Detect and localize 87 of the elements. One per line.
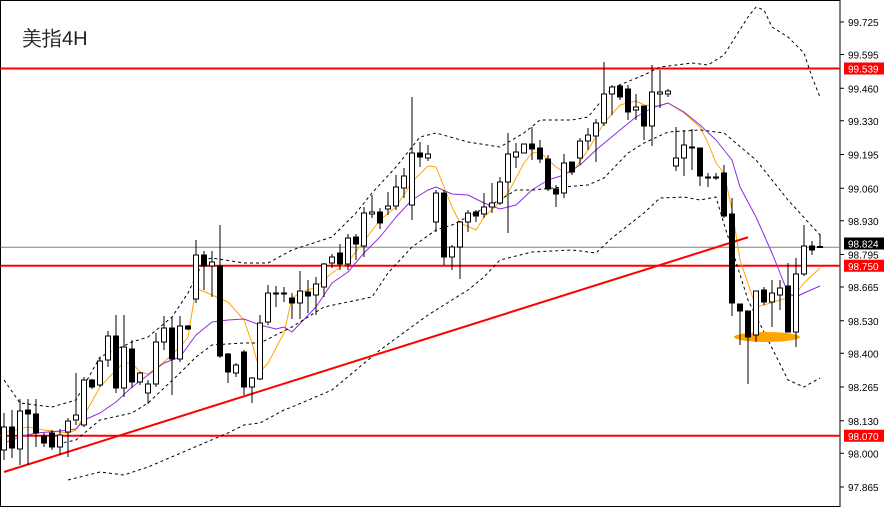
y-tick-label: 99.460: [848, 84, 879, 96]
candlestick: [681, 130, 687, 176]
y-tick-label: 98.795: [848, 250, 879, 262]
y-tick-label: 99.595: [848, 50, 879, 62]
candlestick: [313, 276, 319, 316]
candlestick: [513, 142, 519, 168]
candlestick: [33, 398, 39, 448]
candlestick: [673, 126, 679, 172]
title: 美指4H: [22, 28, 88, 50]
candlestick: [633, 94, 639, 120]
candlestick: [657, 70, 663, 108]
y-tick-label: 98.000: [848, 449, 879, 460]
candlestick: [377, 208, 383, 230]
candlestick: [369, 194, 375, 218]
candlestick: [385, 192, 391, 216]
candlestick: [617, 84, 623, 100]
candlestick: [1, 412, 7, 460]
ref-label: 98.750: [848, 262, 879, 273]
y-tick-label: 98.665: [848, 283, 879, 294]
candlestick: [137, 372, 143, 386]
y-tick-label: 98.530: [848, 316, 879, 328]
candlestick: [49, 430, 55, 450]
candlestick: [705, 172, 711, 188]
candlestick: [353, 234, 359, 260]
candlestick: [761, 286, 767, 306]
candlestick: [401, 168, 407, 198]
candlestick: [537, 140, 543, 164]
candlestick: [225, 352, 231, 384]
ref-label: 99.539: [848, 64, 879, 76]
candlestick: [497, 176, 503, 206]
y-tick-label: 97.865: [848, 483, 879, 494]
candlestick: [337, 244, 343, 270]
candlestick: [57, 428, 63, 456]
candlestick: [449, 244, 455, 270]
candlestick: [417, 142, 423, 168]
candlestick: [297, 270, 303, 320]
candlestick: [321, 262, 327, 298]
candlestick: [593, 118, 599, 162]
y-tick-label: 98.130: [848, 416, 879, 428]
candlestick: [625, 84, 631, 120]
ref-label: 98.824: [848, 240, 879, 250]
candlestick: [329, 254, 335, 268]
y-tick-label: 99.060: [848, 184, 879, 196]
y-tick-label: 99.195: [848, 150, 879, 162]
candlestick: [209, 250, 215, 298]
y-tick-label: 98.400: [848, 349, 879, 360]
candlestick: [65, 418, 71, 458]
candlestick: [73, 372, 79, 426]
candlestick: [489, 182, 495, 214]
candlestick: [641, 106, 647, 140]
candlestick: [281, 286, 287, 302]
candlestick: [393, 174, 399, 210]
y-tick-label: 99.330: [848, 116, 879, 128]
candlestick: [97, 356, 103, 388]
candlestick: [737, 304, 743, 346]
candlestick: [777, 280, 783, 310]
candlestick: [809, 240, 815, 256]
candlestick: [273, 286, 279, 308]
candlestick: [161, 316, 167, 350]
candlestick: [105, 330, 111, 368]
candlestick: [529, 126, 535, 160]
candlestick: [481, 192, 487, 218]
candlestick: [9, 410, 15, 458]
candlestick: [609, 84, 615, 116]
y-tick-label: 98.265: [848, 383, 879, 394]
candlestick: [289, 292, 295, 320]
candlestick: [577, 138, 583, 166]
candlestick: [817, 234, 823, 248]
y-tick-label: 99.725: [848, 18, 879, 29]
candlestick: [553, 184, 559, 208]
candlestick: [249, 376, 255, 404]
candlestick: [145, 380, 151, 404]
candlestick: [89, 378, 95, 390]
candlestick: [689, 128, 695, 170]
candlestick: [585, 128, 591, 150]
candlestick: [25, 398, 31, 466]
y-tick-label: 98.930: [848, 216, 879, 228]
candlestick: [473, 210, 479, 222]
candlestick: [769, 280, 775, 328]
candlestick: [305, 280, 311, 314]
ref-label: 98.070: [848, 432, 879, 443]
candlestick: [41, 432, 47, 448]
candlestick: [201, 250, 207, 290]
candlestick: [233, 362, 239, 378]
candlestick: [569, 162, 575, 176]
candlestick: [465, 210, 471, 232]
candlestick: [425, 144, 431, 162]
